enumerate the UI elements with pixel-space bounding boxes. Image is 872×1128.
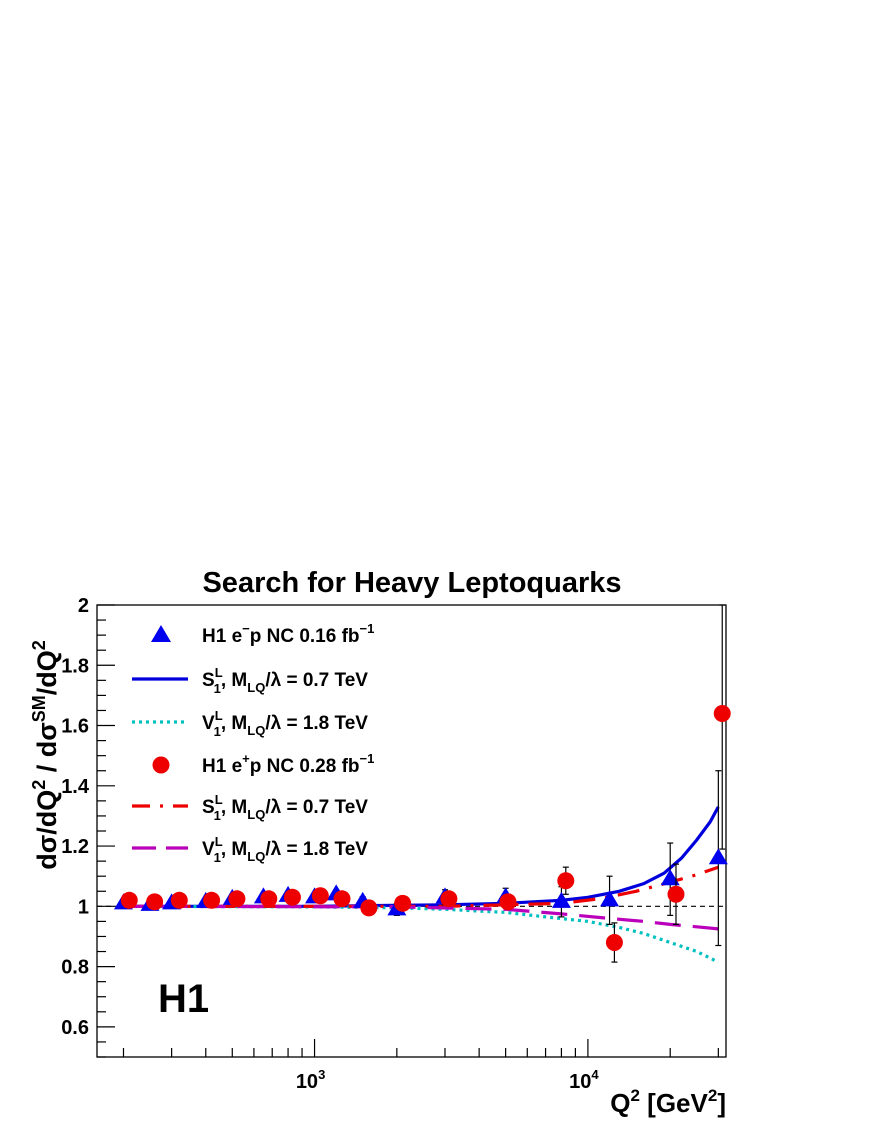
data-point-circle [440,890,458,908]
data-point-circle [311,887,329,905]
data-point-circle [394,894,412,912]
x-tick-label: 104 [569,1067,599,1093]
data-point-triangle [551,891,571,908]
h1-watermark: H1 [158,977,209,1021]
legend: H1 e−p NC 0.16 fb−1 SL 1, MLQ/λ = 0.7 TeV V… [132,621,374,865]
legend-marker-circle [152,756,170,774]
y-tick-label: 1.2 [61,836,89,858]
data-point-circle [360,899,378,917]
data-point-circle [146,893,164,911]
data-point-circle [667,885,685,903]
x-tick-label: 103 [296,1067,325,1093]
series-5-curve [123,904,719,931]
data-point-circle [283,888,301,906]
legend-marker-triangle [151,625,171,642]
data-point-triangle [660,869,680,886]
legend-label: SL 1, MLQ/λ = 0.7 TeV [202,792,368,823]
y-tick-label: 1 [78,896,89,918]
y-tick-label: 2 [78,595,89,617]
data-point-triangle [600,890,620,907]
data-point-circle [203,891,221,909]
legend-label: H1 e−p NC 0.16 fb−1 [202,621,374,647]
data-point-circle [713,704,731,722]
legend-label: SL 1, MLQ/λ = 0.7 TeV [202,665,368,696]
svg-text:dσ/dQ2 / dσSM/dQ2: dσ/dQ2 / dσSM/dQ2 [29,640,62,869]
y-tick-label: 1.6 [61,716,89,738]
y-tick-label: 0.6 [61,1017,89,1039]
data-point-circle [333,890,351,908]
data-point-circle [228,890,246,908]
data-point-circle [557,872,575,890]
legend-label: H1 e+p NC 0.28 fb−1 [202,751,374,777]
data-point-circle [120,891,138,909]
y-tick-label: 1.8 [61,655,89,677]
y-axis-label: dσ/dQ2 / dσSM/dQ2 [29,640,62,869]
data-point-circle [260,890,278,908]
x-axis-label: Q2 [GeV2] [610,1086,726,1118]
y-tick-label: 1.4 [61,776,90,798]
svg-text:Q2 [GeV2]: Q2 [GeV2] [610,1086,726,1118]
y-tick-label: 0.8 [61,957,89,979]
data-point-circle [499,893,517,911]
legend-label: VL 1, MLQ/λ = 1.8 TeV [202,708,368,739]
data-point-circle [605,933,623,951]
chart-title: Search for Heavy Leptoquarks [202,567,621,599]
plot-area: 0.6 0.8 1 1.2 1.4 1.6 1.8 2 103 104 [61,595,731,1093]
data-point-triangle [708,848,728,865]
series-2-curve [123,904,720,964]
data-point-circle [170,891,188,909]
legend-label: VL 1, MLQ/λ = 1.8 TeV [202,834,368,865]
